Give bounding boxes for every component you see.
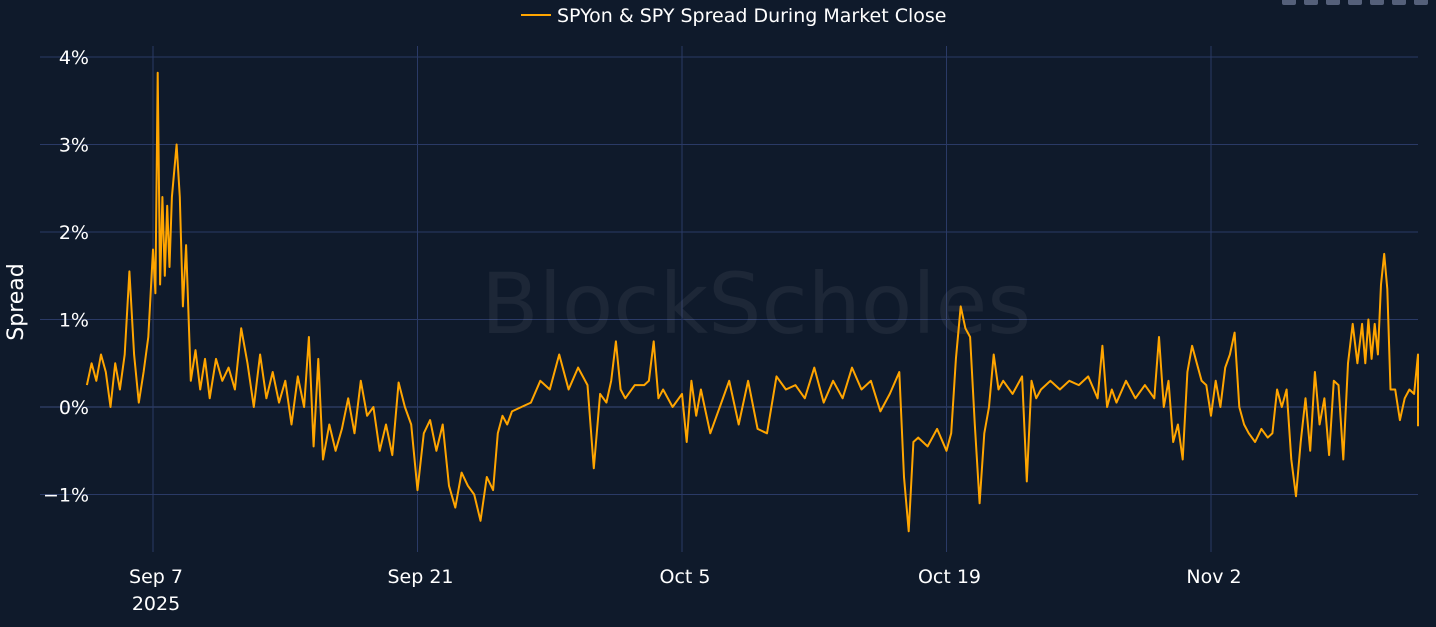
x-gridlines [152, 46, 1212, 552]
x-tick-label: Oct 5 [660, 566, 711, 588]
y-tick-label: 2% [59, 222, 89, 244]
zoom-icon[interactable] [1304, 0, 1318, 5]
x-tick-year-label: 2025 [132, 593, 180, 615]
camera-icon[interactable] [1282, 0, 1296, 5]
y-tick-label: 0% [59, 397, 89, 419]
plot-area [40, 46, 1418, 552]
watermark-text: BlockScholes [481, 255, 1031, 353]
y-tick-labels: 4% 3% 2% 1% 0% −1% [43, 47, 89, 507]
y-tick-label: 1% [59, 310, 89, 332]
x-tick-label: Sep 21 [387, 566, 453, 588]
pan-icon[interactable] [1326, 0, 1340, 5]
legend[interactable]: SPYon & SPY Spread During Market Close [521, 5, 946, 27]
autoscale-icon[interactable] [1392, 0, 1406, 5]
x-tick-label: Nov 2 [1186, 566, 1241, 588]
y-tick-label: 3% [59, 135, 89, 157]
y-axis-label: Spread [4, 263, 29, 340]
x-tick-label: Oct 19 [918, 566, 981, 588]
zoom-out-icon[interactable] [1370, 0, 1384, 5]
x-tick-label: Sep 7 [129, 566, 183, 588]
reset-axes-icon[interactable] [1414, 0, 1428, 5]
y-tick-label: −1% [43, 485, 89, 507]
zoom-in-icon[interactable] [1348, 0, 1362, 5]
y-tick-label: 4% [59, 47, 89, 69]
y-gridlines [40, 56, 1418, 495]
legend-label[interactable]: SPYon & SPY Spread During Market Close [557, 5, 946, 27]
series-line-spread [85, 71, 1419, 533]
x-tick-labels: Sep 7 2025 Sep 21 Oct 5 Oct 19 Nov 2 [129, 566, 1242, 615]
modebar[interactable] [1282, 0, 1428, 6]
